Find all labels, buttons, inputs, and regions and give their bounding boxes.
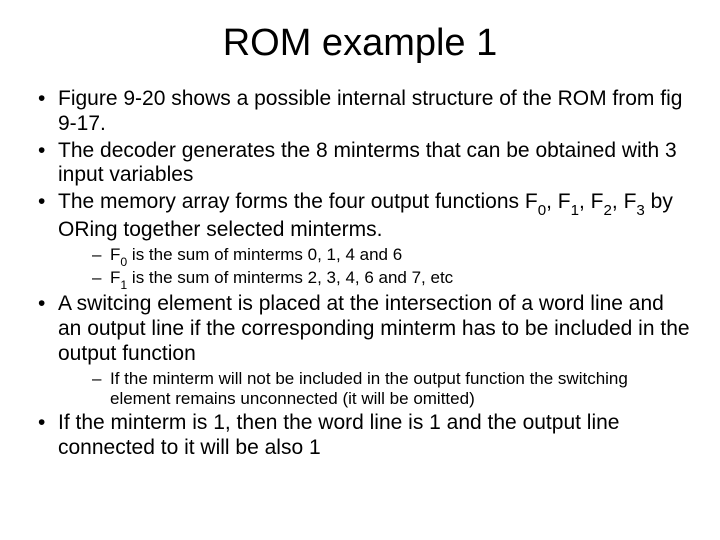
text-fragment: is the sum of minterms 2, 3, 4, 6 and 7,… (127, 268, 453, 287)
sub-bullet-list: If the minterm will not be included in t… (58, 369, 690, 409)
bullet-item: A switcing element is placed at the inte… (30, 292, 690, 408)
text-fragment: , F (546, 190, 571, 213)
bullet-item: The decoder generates the 8 minterms tha… (30, 139, 690, 189)
text-fragment: F (110, 268, 120, 287)
bullet-item: Figure 9-20 shows a possible internal st… (30, 87, 690, 137)
bullet-item: If the minterm is 1, then the word line … (30, 411, 690, 461)
bullet-list: Figure 9-20 shows a possible internal st… (30, 87, 690, 460)
text-fragment: is the sum of minterms 0, 1, 4 and 6 (127, 245, 402, 264)
text-fragment: A switcing element is placed at the inte… (58, 292, 690, 365)
sub-bullet-list: F0 is the sum of minterms 0, 1, 4 and 6 … (58, 245, 690, 291)
subscript: 1 (571, 202, 579, 219)
bullet-item: The memory array forms the four output f… (30, 190, 690, 290)
subscript: 1 (120, 278, 127, 292)
sub-bullet-item: If the minterm will not be included in t… (58, 369, 690, 409)
subscript: 0 (538, 202, 546, 219)
text-fragment: , F (612, 190, 637, 213)
page-title: ROM example 1 (30, 22, 690, 65)
subscript: 3 (636, 202, 644, 219)
text-fragment: F (110, 245, 120, 264)
subscript: 0 (120, 255, 127, 269)
text-fragment: The memory array forms the four output f… (58, 190, 538, 213)
text-fragment: , F (579, 190, 604, 213)
sub-bullet-item: F0 is the sum of minterms 0, 1, 4 and 6 (58, 245, 690, 268)
sub-bullet-item: F1 is the sum of minterms 2, 3, 4, 6 and… (58, 268, 690, 291)
subscript: 2 (604, 202, 612, 219)
